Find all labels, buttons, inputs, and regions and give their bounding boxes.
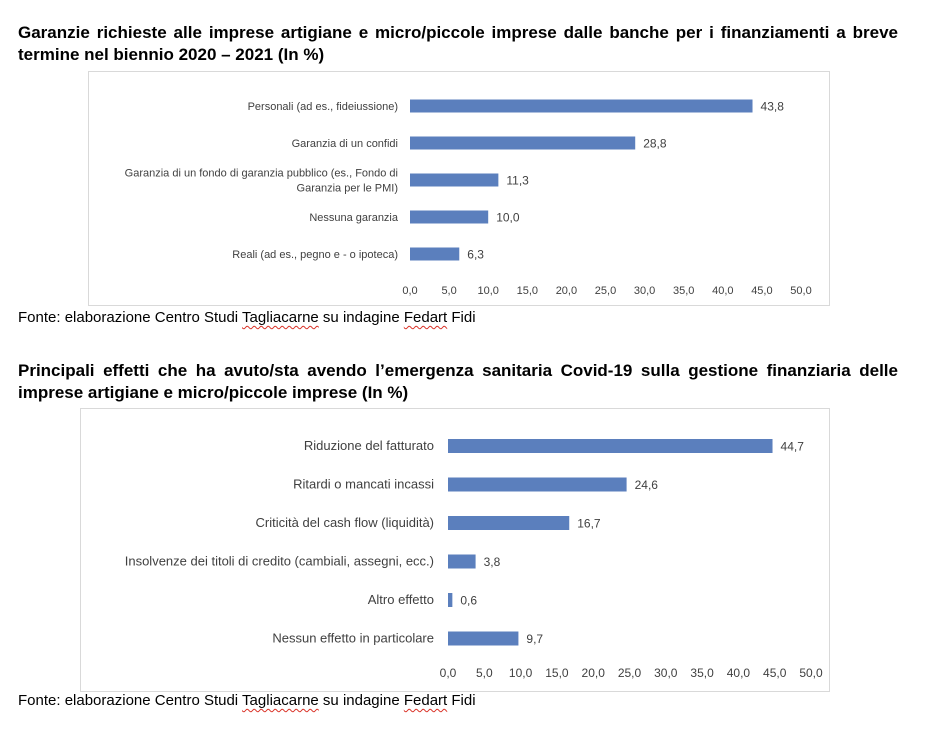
value-label: 3,8 (484, 555, 501, 569)
chart-2-source: Fonte: elaborazione Centro Studi Tagliac… (18, 692, 476, 710)
bar (448, 516, 570, 530)
value-label: 16,7 (577, 517, 601, 531)
x-tick-label: 50,0 (799, 666, 823, 680)
x-tick-label: 40,0 (712, 285, 733, 297)
bar (448, 593, 453, 607)
category-label: Nessun effetto in particolare (272, 631, 434, 646)
category-label: Ritardi o mancati incassi (293, 477, 434, 492)
category-label: Riduzione del fatturato (304, 438, 434, 453)
bar (410, 99, 753, 113)
source-middle: su indagine (318, 309, 404, 326)
source-suffix: Fidi (447, 309, 476, 326)
value-label: 28,8 (643, 137, 667, 151)
x-tick-label: 20,0 (582, 666, 606, 680)
source-word-tagliacarne: Tagliacarne (242, 309, 319, 326)
value-label: 44,7 (781, 440, 805, 454)
bar (448, 554, 476, 569)
source-middle: su indagine (318, 692, 404, 709)
x-tick-label: 30,0 (654, 666, 678, 680)
x-tick-label: 0,0 (440, 666, 457, 680)
bar (410, 136, 636, 150)
category-label: Criticità del cash flow (liquidità) (256, 515, 434, 530)
category-label: Altro effetto (368, 592, 434, 607)
value-label: 24,6 (635, 478, 659, 492)
source-suffix: Fidi (447, 692, 476, 709)
category-label: Garanzia di un fondo di garanzia pubblic… (125, 168, 398, 180)
bar (410, 173, 499, 187)
x-tick-label: 25,0 (595, 285, 616, 297)
category-label: Reali (ad es., pegno e - o ipoteca) (232, 249, 398, 261)
x-tick-label: 45,0 (751, 285, 772, 297)
value-label: 6,3 (467, 248, 484, 262)
chart-2-frame: 44,7 Riduzione del fatturato 24,6 Ritardi o… (80, 408, 830, 692)
bar (448, 439, 773, 453)
bar (410, 210, 489, 224)
bar (410, 247, 460, 261)
value-label: 43,8 (761, 100, 785, 114)
x-tick-label: 30,0 (634, 285, 655, 297)
x-tick-label: 10,0 (509, 666, 533, 680)
x-tick-label: 0,0 (402, 285, 417, 297)
bar (448, 477, 627, 492)
source-prefix: Fonte: elaborazione Centro Studi (18, 692, 243, 709)
source-word-tagliacarne: Tagliacarne (242, 692, 319, 709)
chart-1-svg: 43,8 Personali (ad es., fideiussione) 28,8… (125, 99, 812, 297)
x-tick-label: 45,0 (763, 666, 787, 680)
category-label: Personali (ad es., fideiussione) (248, 101, 398, 113)
x-tick-label: 25,0 (618, 666, 642, 680)
x-tick-label: 15,0 (517, 285, 538, 297)
category-label: Garanzia di un confidi (292, 138, 398, 150)
category-label: Insolvenze dei titoli di credito (cambia… (125, 554, 434, 569)
x-tick-label: 5,0 (441, 285, 456, 297)
source-word-fedart: Fedart (403, 309, 448, 326)
category-label: Nessuna garanzia (309, 212, 399, 224)
value-label: 10,0 (496, 211, 520, 225)
chart-2-title: Principali effetti che ha avuto/sta aven… (18, 361, 898, 402)
value-label: 11,3 (506, 174, 529, 188)
chart-1-frame: 43,8 Personali (ad es., fideiussione) 28,8… (88, 71, 830, 306)
x-tick-label: 5,0 (476, 666, 493, 680)
category-label: Garanzia per le PMI) (297, 183, 398, 195)
source-word-fedart: Fedart (403, 692, 448, 709)
bar (448, 631, 519, 646)
chart-2-svg: 44,7 Riduzione del fatturato 24,6 Ritardi o… (125, 438, 823, 680)
x-tick-label: 20,0 (556, 285, 577, 297)
x-tick-label: 40,0 (727, 666, 751, 680)
x-tick-label: 35,0 (673, 285, 694, 297)
x-tick-label: 15,0 (545, 666, 569, 680)
value-label: 0,6 (460, 594, 477, 608)
source-prefix: Fonte: elaborazione Centro Studi (18, 309, 243, 326)
chart-1-title: Garanzie richieste alle imprese artigian… (18, 23, 898, 64)
chart-1-source: Fonte: elaborazione Centro Studi Tagliac… (18, 309, 476, 327)
x-tick-label: 10,0 (477, 285, 498, 297)
x-tick-label: 50,0 (790, 285, 811, 297)
x-tick-label: 35,0 (690, 666, 714, 680)
value-label: 9,7 (526, 632, 543, 646)
